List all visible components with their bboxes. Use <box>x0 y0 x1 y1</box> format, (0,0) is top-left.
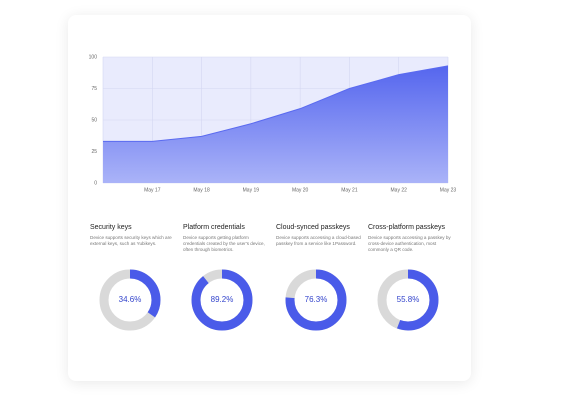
card-title: Cross-platform passkeys <box>368 224 446 231</box>
y-tick-label: 100 <box>89 54 98 60</box>
x-tick-label: May 21 <box>341 187 358 193</box>
y-tick-label: 50 <box>91 117 97 123</box>
y-tick-label: 75 <box>91 86 97 92</box>
card-title: Cloud-synced passkeys <box>276 224 350 231</box>
card-description: Device supports getting platform credent… <box>183 235 265 252</box>
card-description: Device supports accessing a passkey by c… <box>368 235 451 252</box>
card-column: Security keys Device supports security ke… <box>90 224 176 247</box>
donut-arc <box>285 269 347 331</box>
card-description: Device supports accessing a cloud-based … <box>276 235 361 246</box>
donut-arc <box>191 269 253 331</box>
donut-label: 76.3% <box>305 295 328 304</box>
area <box>103 65 448 183</box>
card-column: Platform credentials Device supports gett… <box>183 224 269 253</box>
line <box>103 65 449 142</box>
x-tick-label: May 20 <box>292 187 309 193</box>
y-tick-label: 25 <box>91 149 97 155</box>
card-description: Device supports security keys which are … <box>90 235 172 246</box>
donut-label: 55.8% <box>397 295 420 304</box>
x-tick-label: May 17 <box>144 187 161 193</box>
donut-label: 89.2% <box>211 295 234 304</box>
x-tick-label: May 22 <box>391 187 408 193</box>
donut-arc <box>99 269 161 331</box>
x-tick-label: May 18 <box>193 187 210 193</box>
donut-label: 34.6% <box>119 295 142 304</box>
x-tick-label: May 23 <box>440 187 457 193</box>
donut-arc <box>377 269 439 331</box>
x-tick-label: May 19 <box>243 187 260 193</box>
y-tick-label: 0 <box>94 180 97 186</box>
card-column: Cloud-synced passkeys Device supports acc… <box>276 224 362 247</box>
card-column: Cross-platform passkeys Device supports a… <box>368 224 454 253</box>
card-title: Platform credentials <box>183 224 245 231</box>
card-title: Security keys <box>90 224 132 231</box>
